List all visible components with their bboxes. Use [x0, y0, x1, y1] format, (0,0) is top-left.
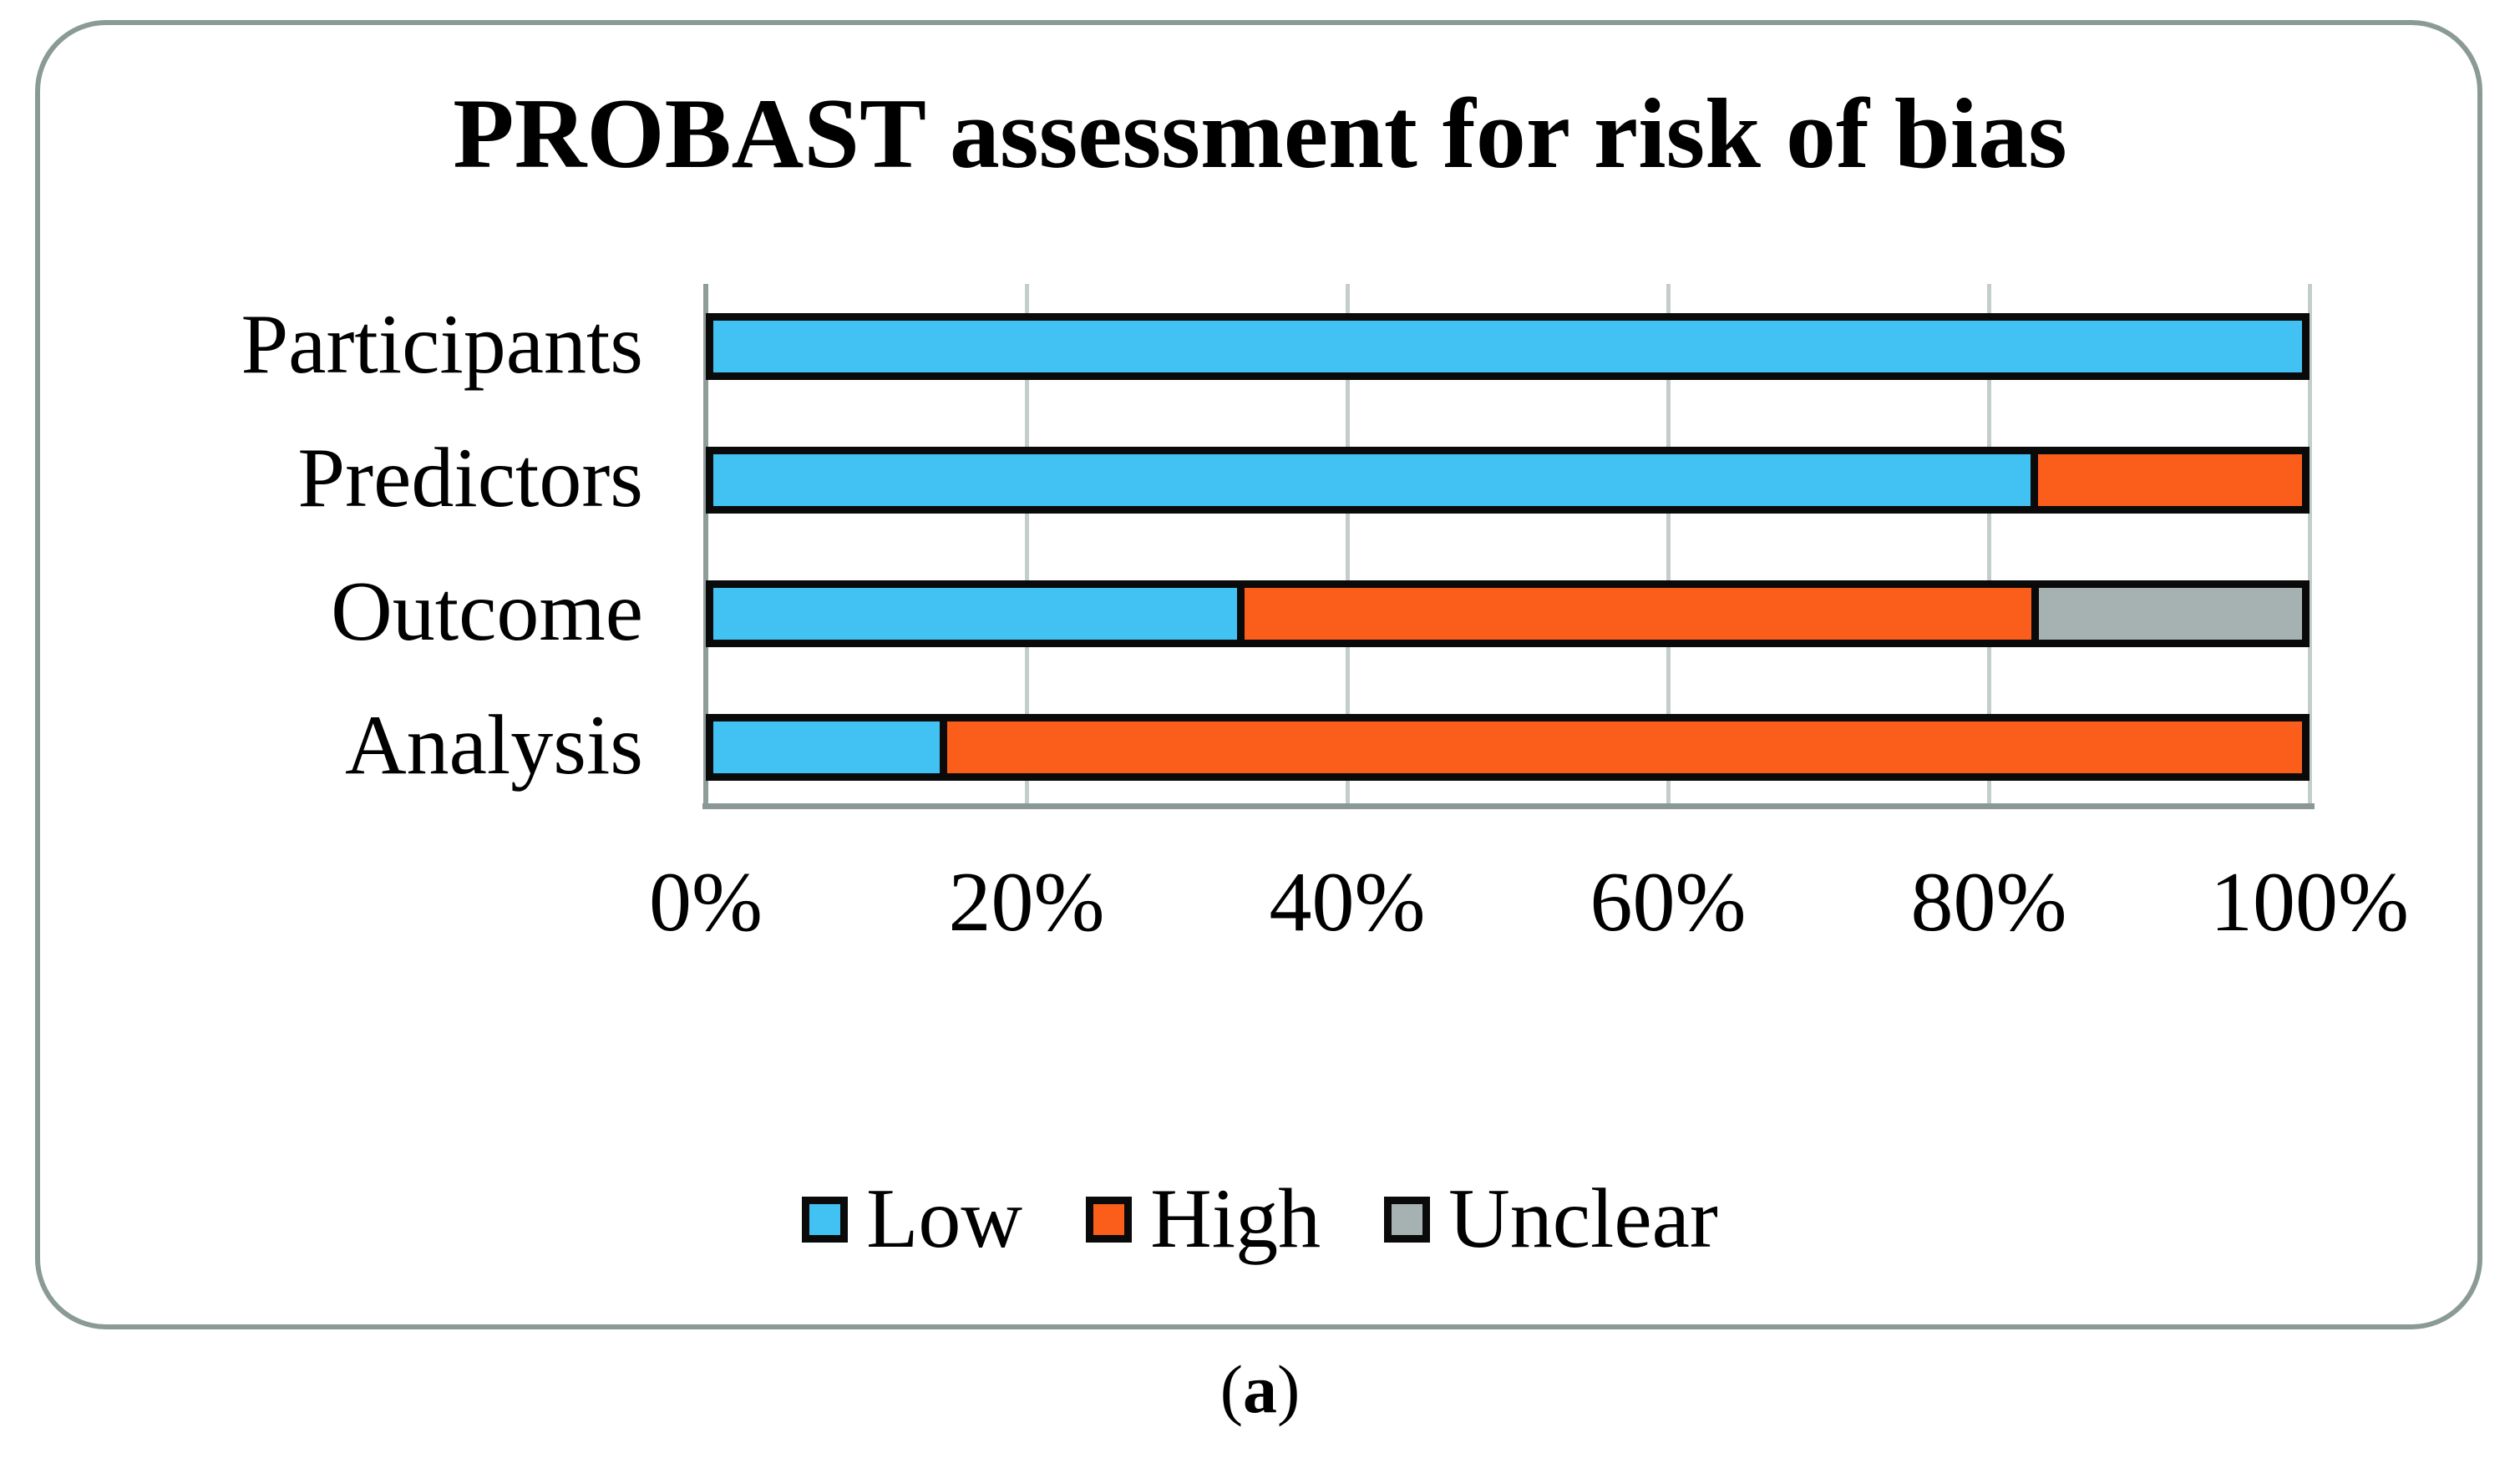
gridline: [2307, 284, 2312, 806]
x-tick-label: 100%: [2210, 855, 2409, 949]
bar-segment-high: [946, 721, 2302, 773]
chart-legend: Low High Unclear: [0, 1167, 2520, 1271]
legend-label-low: Low: [866, 1172, 1023, 1266]
category-label: Participants: [241, 297, 643, 392]
x-tick-label: 20%: [948, 855, 1105, 949]
bar-segment-unclear: [2039, 588, 2302, 640]
x-tick-label: 0%: [649, 855, 763, 949]
legend-item: Low: [802, 1172, 1022, 1266]
legend-swatch-unclear: [1384, 1196, 1431, 1243]
bar-segment-low: [713, 454, 2031, 506]
x-tick-label: 60%: [1590, 855, 1747, 949]
bar-segment-low: [713, 721, 940, 773]
gridline: [1345, 284, 1350, 806]
legend-label-unclear: Unclear: [1448, 1172, 1718, 1266]
caption-letter: a: [1243, 1351, 1277, 1427]
legend-label-high: High: [1150, 1172, 1321, 1266]
bar-segment-low: [713, 321, 2302, 372]
y-axis-line: [703, 284, 708, 806]
bar-row: [706, 447, 2310, 514]
gridline: [1986, 284, 1991, 806]
x-tick-label: 80%: [1910, 855, 2067, 949]
gridline: [1024, 284, 1029, 806]
caption-open-paren: (: [1219, 1351, 1243, 1427]
bar-segment-high: [1245, 588, 2032, 640]
bar-segment-low: [713, 588, 1238, 640]
category-label: Outcome: [331, 564, 643, 659]
x-tick-label: 40%: [1269, 855, 1426, 949]
category-label: Analysis: [345, 698, 643, 792]
bar-row: [706, 714, 2310, 781]
x-axis-line: [702, 803, 2315, 809]
figure-caption: (a): [0, 1349, 2520, 1430]
bar-row: [706, 313, 2310, 380]
chart-title: PROBAST assessment for risk of bias: [453, 78, 2067, 189]
bar-row: [706, 580, 2310, 647]
legend-swatch-low: [802, 1196, 849, 1243]
figure-border: [35, 20, 2482, 1329]
legend-item: High: [1086, 1172, 1321, 1266]
legend-item: Unclear: [1384, 1172, 1718, 1266]
bar-segment-high: [2037, 454, 2302, 506]
legend-swatch-high: [1086, 1196, 1133, 1243]
gridline: [1666, 284, 1671, 806]
category-label: Predictors: [297, 431, 643, 525]
caption-close-paren: ): [1277, 1351, 1301, 1427]
